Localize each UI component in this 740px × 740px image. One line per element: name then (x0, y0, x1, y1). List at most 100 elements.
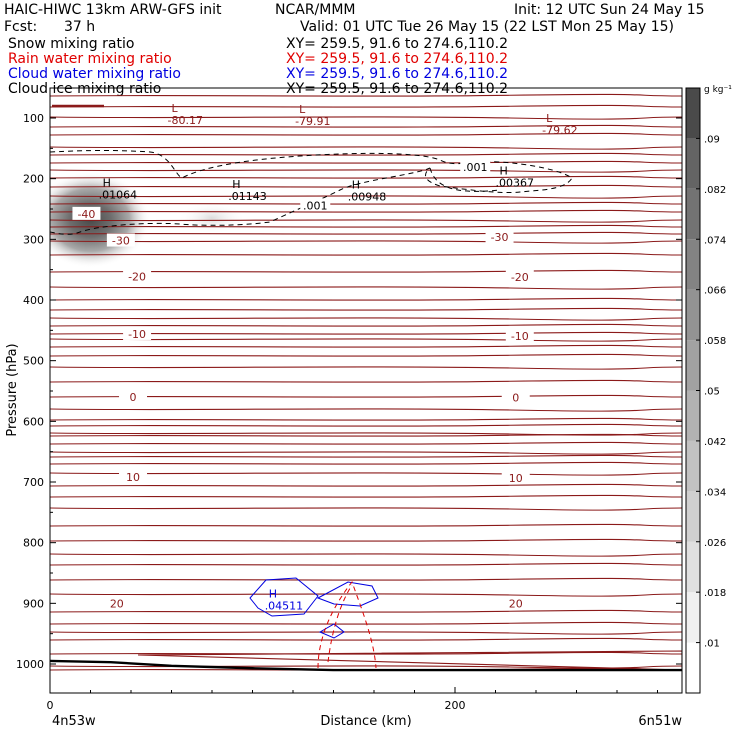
x-axis-label: Distance (km) (320, 714, 411, 729)
cloud-water-contour (316, 581, 379, 607)
contour-label-bg (300, 198, 331, 211)
field-rain-xy: XY= 259.5, 91.6 to 274.6,110.2 (286, 51, 509, 67)
y-tick-label: 600 (23, 415, 44, 428)
isotherm-line (50, 562, 682, 566)
isotherm-line (50, 408, 682, 412)
cloud-ice-contour (429, 167, 501, 192)
field-cloudice-name: Cloud ice mixing ratio (8, 81, 162, 97)
extremum-value: .04511 (265, 599, 304, 612)
cloud-ice-contour (50, 150, 573, 235)
colorbar-swatch (686, 340, 700, 391)
isotherm-line (50, 366, 682, 370)
isotherm-line (50, 494, 682, 498)
isotherm-line (50, 394, 682, 398)
isotherm-line (50, 379, 682, 383)
isotherm-line (50, 433, 682, 437)
isotherm-label-bg (505, 269, 534, 283)
org-label: NCAR/MMM (275, 2, 356, 18)
field-cloudice-xy: XY= 259.5, 91.6 to 274.6,110.2 (286, 81, 509, 97)
isotherm-line (50, 577, 682, 581)
isotherm-line (50, 637, 682, 641)
colorbar-tick-label: .034 (704, 487, 726, 498)
isotherm-line (50, 593, 682, 597)
isotherm-line (50, 417, 682, 421)
colorbar-tick-label: .01 (704, 639, 720, 650)
isotherm-label: 10 (126, 471, 140, 484)
isotherm-label: -10 (511, 330, 529, 343)
isotherm-label: 20 (110, 597, 124, 610)
isotherm-line (50, 104, 682, 108)
y-tick-label: 400 (23, 294, 44, 307)
isotherm-line (50, 538, 682, 542)
forecast-hours: 37 h (64, 19, 96, 35)
contour-label-bg (460, 160, 491, 173)
x-start-location: 4n53w (52, 714, 96, 729)
colorbar-swatch (686, 440, 700, 492)
extremum-marker: L (546, 112, 553, 125)
isotherm-line (50, 160, 682, 164)
colorbar-swatch (686, 138, 700, 189)
isotherm-line (50, 286, 682, 290)
colorbar-tick-label: .074 (704, 235, 726, 246)
field-snow-name: Snow mixing ratio (8, 36, 135, 52)
y-tick-label: 100 (23, 112, 44, 125)
isotherm-line (50, 201, 682, 205)
valid-time: Valid: 01 UTC Tue 26 May 15 (22 LST Mon … (300, 19, 674, 35)
colorbar-swatch (686, 289, 700, 341)
extremum-value: -80.17 (168, 114, 203, 127)
colorbar-tick-label: .05 (704, 387, 720, 398)
colorbar-tick-label: .058 (704, 336, 726, 347)
isotherm-line (50, 344, 682, 348)
isotherm-line (50, 553, 682, 557)
isotherm-line (50, 240, 682, 244)
isotherm-line (50, 441, 682, 445)
extremum-value: .00948 (348, 190, 387, 203)
x-tick-label: 0 (47, 699, 54, 712)
extremum-value: .00367 (496, 176, 535, 189)
isotherm-line (137, 650, 682, 671)
init-time: Init: 12 UTC Sun 24 May 15 (514, 2, 705, 18)
isotherm-label-bg (123, 269, 152, 283)
colorbar-tick-label: .082 (704, 185, 726, 196)
y-tick-label: 1000 (16, 658, 44, 671)
isotherm-line (50, 132, 682, 136)
isotherm-line (50, 451, 682, 455)
colorbar-tick-label: .026 (704, 538, 726, 549)
field-cloudwater-xy: XY= 259.5, 91.6 to 274.6,110.2 (286, 66, 509, 82)
x-end-location: 6n51w (638, 714, 682, 729)
model-title: HAIC-HIWC 13km ARW-GFS init (4, 2, 222, 18)
isotherm-line (50, 116, 682, 120)
isotherm-label-bg (72, 206, 101, 220)
extremum-marker: L (299, 103, 306, 116)
extremum-marker: H (232, 178, 240, 191)
forecast-label: Fcst: (4, 19, 38, 35)
colorbar-swatch (686, 642, 700, 693)
isotherm-label: 0 (512, 392, 519, 405)
y-tick-label: 900 (23, 597, 44, 610)
isotherm-line (50, 338, 682, 342)
isotherm-line (50, 472, 682, 476)
isotherm-line (50, 231, 682, 235)
snow-maximum (178, 202, 246, 235)
isotherm-label-bg (106, 233, 135, 247)
isotherm-line (50, 93, 682, 97)
isotherm-line (50, 269, 682, 273)
isotherm-label: -20 (128, 270, 146, 283)
colorbar-swatch (686, 88, 700, 139)
field-rain-name: Rain water mixing ratio (8, 51, 172, 67)
isotherm-line (50, 621, 682, 625)
isotherm-line (50, 461, 682, 465)
rain-water-contour (317, 580, 377, 669)
colorbar-swatch (686, 491, 700, 542)
isotherm-line (50, 523, 682, 527)
x-tick-label: 200 (445, 699, 466, 712)
colorbar-swatch (686, 188, 700, 240)
isotherm-line (50, 331, 682, 335)
y-tick-label: 700 (23, 476, 44, 489)
isotherm-line (50, 507, 682, 511)
colorbar-unit: g kg⁻¹ (704, 85, 732, 95)
colorbar-swatch (686, 592, 700, 643)
colorbar-swatch (686, 390, 700, 441)
y-tick-label: 200 (23, 173, 44, 186)
